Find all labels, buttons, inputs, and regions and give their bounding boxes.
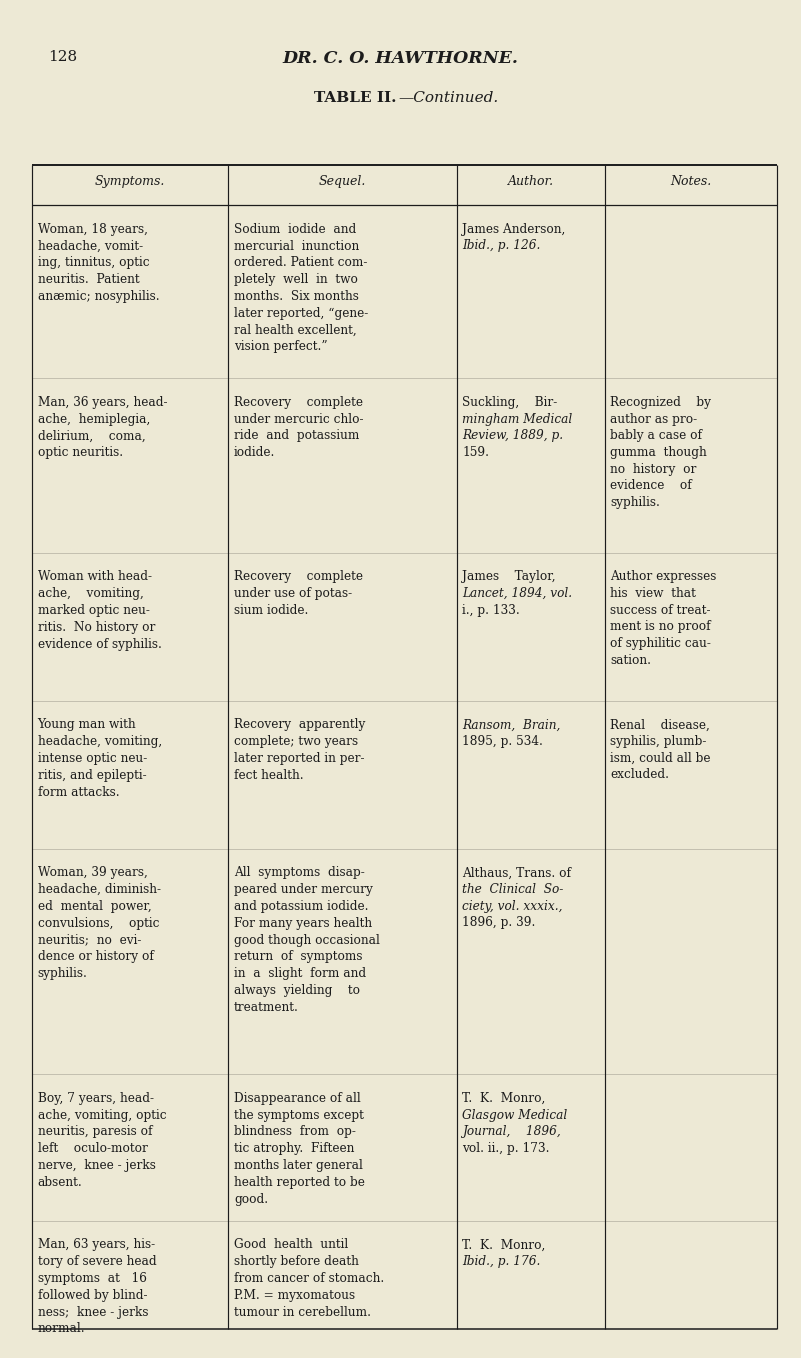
Text: Woman with head-
ache,    vomiting,
marked optic neu-
ritis.  No history or
evid: Woman with head- ache, vomiting, marked … [38,570,162,650]
Text: James    Taylor,: James Taylor, [462,570,556,584]
Text: Lancet, 1894, vol.: Lancet, 1894, vol. [462,587,572,600]
Text: Sodium  iodide  and
mercurial  inunction
ordered. Patient com-
pletely  well  in: Sodium iodide and mercurial inunction or… [234,223,368,353]
Text: 128: 128 [48,50,77,64]
Text: All  symptoms  disap-
peared under mercury
and potassium iodide.
For many years : All symptoms disap- peared under mercury… [234,866,380,1014]
Text: ism, could all be: ism, could all be [610,752,710,765]
Text: Young man with
headache, vomiting,
intense optic neu-
ritis, and epilepti-
form : Young man with headache, vomiting, inten… [38,718,162,799]
Text: Woman, 18 years,
headache, vomit-
ing, tinnitus, optic
neuritis.  Patient
anæmic: Woman, 18 years, headache, vomit- ing, t… [38,223,159,303]
Text: evidence    of: evidence of [610,479,692,492]
Text: mingham Medical: mingham Medical [462,413,573,425]
Text: —Continued.: —Continued. [398,91,498,105]
Text: DR. C. O. HAWTHORNE.: DR. C. O. HAWTHORNE. [283,50,518,68]
Text: excluded.: excluded. [610,769,670,781]
Text: ciety, vol. xxxix.,: ciety, vol. xxxix., [462,900,562,913]
Text: Notes.: Notes. [670,175,711,187]
Text: Journal,    1896,: Journal, 1896, [462,1126,561,1138]
Text: Ibid., p. 126.: Ibid., p. 126. [462,239,541,253]
Text: Ibid., p. 176.: Ibid., p. 176. [462,1255,541,1268]
Text: 1895, p. 534.: 1895, p. 534. [462,735,543,748]
Text: Glasgow Medical: Glasgow Medical [462,1108,567,1122]
Text: Man, 36 years, head-
ache,  hemiplegia,
delirium,    coma,
optic neuritis.: Man, 36 years, head- ache, hemiplegia, d… [38,397,167,459]
Text: the  Clinical  So-: the Clinical So- [462,883,564,896]
Text: ment is no proof: ment is no proof [610,621,711,633]
Text: syphilis, plumb-: syphilis, plumb- [610,735,706,748]
Text: no  history  or: no history or [610,463,697,475]
Text: Author expresses: Author expresses [610,570,717,584]
Text: Recovery    complete
under mercuric chlo-
ride  and  potassium
iodide.: Recovery complete under mercuric chlo- r… [234,397,364,459]
Text: Sequel.: Sequel. [319,175,366,187]
Text: Good  health  until
shortly before death
from cancer of stomach.
P.M. = myxomato: Good health until shortly before death f… [234,1238,384,1319]
Text: James Anderson,: James Anderson, [462,223,566,236]
Text: 1896, p. 39.: 1896, p. 39. [462,917,536,929]
Text: Disappearance of all
the symptoms except
blindness  from  op-
tic atrophy.  Fift: Disappearance of all the symptoms except… [234,1092,364,1206]
Text: bably a case of: bably a case of [610,429,702,443]
Text: Boy, 7 years, head-
ache, vomiting, optic
neuritis, paresis of
left    oculo-mot: Boy, 7 years, head- ache, vomiting, opti… [38,1092,167,1188]
Text: success of treat-: success of treat- [610,604,710,617]
Text: sation.: sation. [610,653,651,667]
Text: gumma  though: gumma though [610,445,707,459]
Text: Recovery  apparently
complete; two years
later reported in per-
fect health.: Recovery apparently complete; two years … [234,718,365,782]
Text: Woman, 39 years,
headache, diminish-
ed  mental  power,
convulsions,    optic
ne: Woman, 39 years, headache, diminish- ed … [38,866,161,980]
Text: vol. ii., p. 173.: vol. ii., p. 173. [462,1142,549,1154]
Text: Althaus, Trans. of: Althaus, Trans. of [462,866,571,880]
Text: Suckling,    Bir-: Suckling, Bir- [462,397,557,409]
Text: author as pro-: author as pro- [610,413,698,425]
Text: Symptoms.: Symptoms. [95,175,165,187]
Text: 159.: 159. [462,445,489,459]
Text: Author.: Author. [508,175,553,187]
Text: Review, 1889, p.: Review, 1889, p. [462,429,563,443]
Text: T.  K.  Monro,: T. K. Monro, [462,1092,545,1105]
Text: Renal    disease,: Renal disease, [610,718,710,732]
Text: i., p. 133.: i., p. 133. [462,604,520,617]
Text: syphilis.: syphilis. [610,496,660,509]
Text: of syphilitic cau-: of syphilitic cau- [610,637,711,650]
Text: Recognized    by: Recognized by [610,397,711,409]
Text: TABLE II.: TABLE II. [314,91,396,105]
Text: Ransom,  Brain,: Ransom, Brain, [462,718,561,732]
Text: Man, 63 years, his-
tory of severe head
symptoms  at   16
followed by blind-
nes: Man, 63 years, his- tory of severe head … [38,1238,156,1335]
Text: his  view  that: his view that [610,587,696,600]
Text: T.  K.  Monro,: T. K. Monro, [462,1238,545,1252]
Text: Recovery    complete
under use of potas-
sium iodide.: Recovery complete under use of potas- si… [234,570,363,617]
